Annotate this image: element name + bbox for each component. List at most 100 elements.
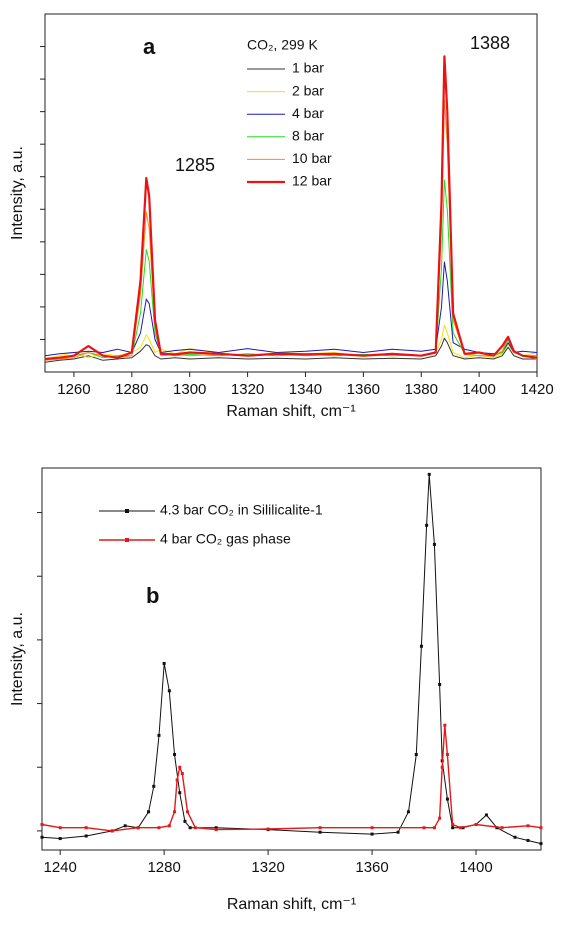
legend-marker bbox=[125, 538, 129, 542]
data-point bbox=[427, 472, 431, 476]
y-axis-title: Intensity, a.u. bbox=[9, 612, 26, 706]
legend-marker bbox=[125, 509, 129, 513]
data-point bbox=[58, 837, 62, 841]
data-point bbox=[539, 842, 543, 846]
data-point bbox=[183, 819, 187, 823]
data-point bbox=[370, 832, 374, 836]
data-point bbox=[178, 765, 182, 769]
spectrum-line bbox=[44, 261, 538, 357]
x-tick-label: 1300 bbox=[173, 381, 206, 398]
data-point bbox=[167, 824, 171, 828]
data-point bbox=[458, 826, 462, 830]
data-point bbox=[419, 644, 423, 648]
data-point bbox=[214, 826, 218, 830]
data-point bbox=[484, 813, 488, 817]
data-point bbox=[40, 823, 44, 827]
data-point bbox=[147, 810, 151, 814]
data-point bbox=[173, 810, 177, 814]
x-axis-title: Raman shift, cm⁻¹ bbox=[226, 403, 355, 420]
data-point bbox=[123, 824, 127, 828]
legend-label: 1 bar bbox=[292, 60, 324, 76]
data-point bbox=[173, 753, 177, 756]
panel-label: b bbox=[146, 583, 159, 608]
x-tick-label: 1360 bbox=[347, 381, 380, 398]
x-tick-label: 1400 bbox=[459, 859, 492, 876]
x-tick-label: 1280 bbox=[147, 859, 180, 876]
data-point bbox=[425, 523, 429, 527]
data-point bbox=[214, 828, 218, 832]
data-point bbox=[414, 753, 418, 756]
data-point bbox=[180, 772, 184, 776]
data-point bbox=[438, 682, 442, 686]
panel-label: a bbox=[143, 34, 156, 59]
data-point bbox=[136, 826, 140, 830]
y-axis-title: Intensity, a.u. bbox=[9, 146, 26, 240]
peak-annotation: 1388 bbox=[470, 33, 510, 53]
x-tick-label: 1240 bbox=[44, 859, 77, 876]
data-point bbox=[443, 723, 447, 727]
data-point bbox=[396, 830, 400, 834]
spectrum-line bbox=[44, 99, 538, 361]
data-point bbox=[84, 826, 88, 830]
data-point bbox=[451, 826, 455, 830]
spectrum-line bbox=[41, 473, 542, 845]
legend-label: 10 bar bbox=[292, 150, 332, 166]
data-point bbox=[193, 826, 197, 830]
x-tick-label: 1360 bbox=[355, 859, 388, 876]
legend-label: 8 bar bbox=[292, 128, 324, 144]
data-point bbox=[318, 826, 322, 830]
x-tick-label: 1320 bbox=[251, 859, 284, 876]
legend-label: 4 bar bbox=[292, 105, 324, 121]
data-point bbox=[474, 823, 478, 827]
data-point bbox=[188, 826, 192, 830]
x-tick-label: 1400 bbox=[462, 381, 495, 398]
panel: 1240 1280 1320 1360 1400 Raman shift, cm⁻¹ Int… bbox=[9, 467, 543, 913]
data-point bbox=[266, 827, 270, 831]
data-point bbox=[186, 810, 190, 814]
x-tick-label: 1320 bbox=[231, 381, 264, 398]
data-point bbox=[40, 835, 44, 839]
legend-label: 4.3 bar CO₂ in Sililicalite-1 bbox=[160, 502, 323, 518]
legend-label: 4 bar CO₂ gas phase bbox=[160, 531, 291, 547]
data-point bbox=[178, 791, 182, 795]
data-point bbox=[175, 778, 179, 782]
panel: 1260 1280 1300 1320 1340 1360 1380 1400 1420 Rama… bbox=[9, 13, 554, 420]
data-point bbox=[167, 689, 171, 693]
data-point bbox=[157, 733, 161, 737]
plot-frame bbox=[41, 467, 542, 851]
plot-frame bbox=[44, 13, 538, 373]
legend-label: 12 bar bbox=[292, 173, 332, 189]
data-point bbox=[445, 753, 449, 756]
data-point bbox=[526, 824, 530, 828]
data-point bbox=[432, 542, 436, 546]
x-tick-label: 1340 bbox=[289, 381, 322, 398]
data-point bbox=[152, 784, 156, 788]
data-point bbox=[157, 826, 161, 830]
x-tick-label: 1380 bbox=[405, 381, 438, 398]
spectrum-line bbox=[44, 179, 537, 361]
data-point bbox=[451, 823, 455, 827]
data-point bbox=[318, 830, 322, 834]
legend-title: CO₂, 299 K bbox=[247, 37, 318, 53]
data-point bbox=[406, 810, 410, 814]
data-point bbox=[440, 765, 444, 769]
data-point bbox=[445, 797, 449, 801]
spectrum-line bbox=[44, 337, 537, 363]
spectrum-line bbox=[44, 55, 538, 361]
data-point bbox=[513, 835, 517, 839]
data-point bbox=[110, 829, 114, 833]
data-point bbox=[370, 826, 374, 830]
data-point bbox=[526, 838, 530, 842]
peak-annotation: 1285 bbox=[175, 155, 215, 175]
data-point bbox=[422, 826, 426, 830]
data-point bbox=[84, 834, 88, 838]
x-tick-label: 1280 bbox=[115, 381, 148, 398]
data-point bbox=[162, 661, 166, 665]
x-tick-label: 1420 bbox=[520, 381, 553, 398]
data-point bbox=[438, 816, 442, 820]
spectrum-line bbox=[41, 724, 542, 832]
data-point bbox=[432, 826, 436, 830]
data-point bbox=[58, 826, 62, 830]
x-tick-label: 1260 bbox=[57, 381, 90, 398]
